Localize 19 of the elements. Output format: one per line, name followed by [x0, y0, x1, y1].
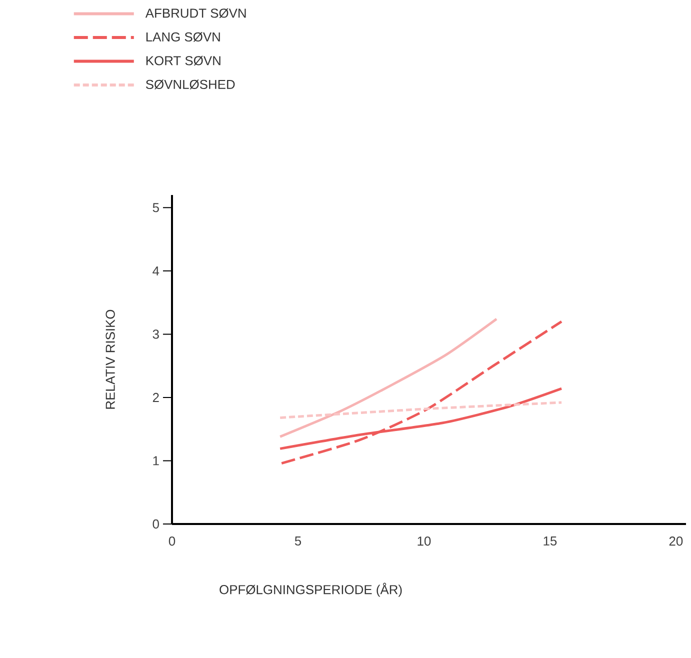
legend-label: SØVNLØSHED	[146, 80, 235, 90]
y-tick-label: 2	[152, 392, 159, 402]
legend-label: KORT SØVN	[146, 56, 220, 66]
legend-label: AFBRUDT SØVN	[145, 8, 246, 18]
y-tick-label: 0	[152, 519, 159, 529]
y-tick-label: 3	[152, 330, 159, 339]
y-tick-label: 1	[153, 456, 159, 466]
x-tick-label: 15	[544, 536, 557, 546]
line-series	[280, 320, 563, 465]
line-series	[278, 318, 498, 438]
x-tick-label: 0	[168, 536, 176, 546]
x-tick-label: 5	[294, 536, 302, 546]
x-axis-title: OPFØLGNINGSPERIODE (ÅR)	[220, 582, 402, 597]
y-axis-title: RELATIV RISIKO	[106, 310, 115, 409]
x-tick-label: 20	[669, 536, 683, 546]
x-tick-label: 10	[418, 536, 431, 546]
y-tick-label: 4	[152, 266, 160, 276]
legend-label: LANG SØVN	[146, 32, 220, 42]
y-tick-label: 5	[152, 203, 159, 212]
